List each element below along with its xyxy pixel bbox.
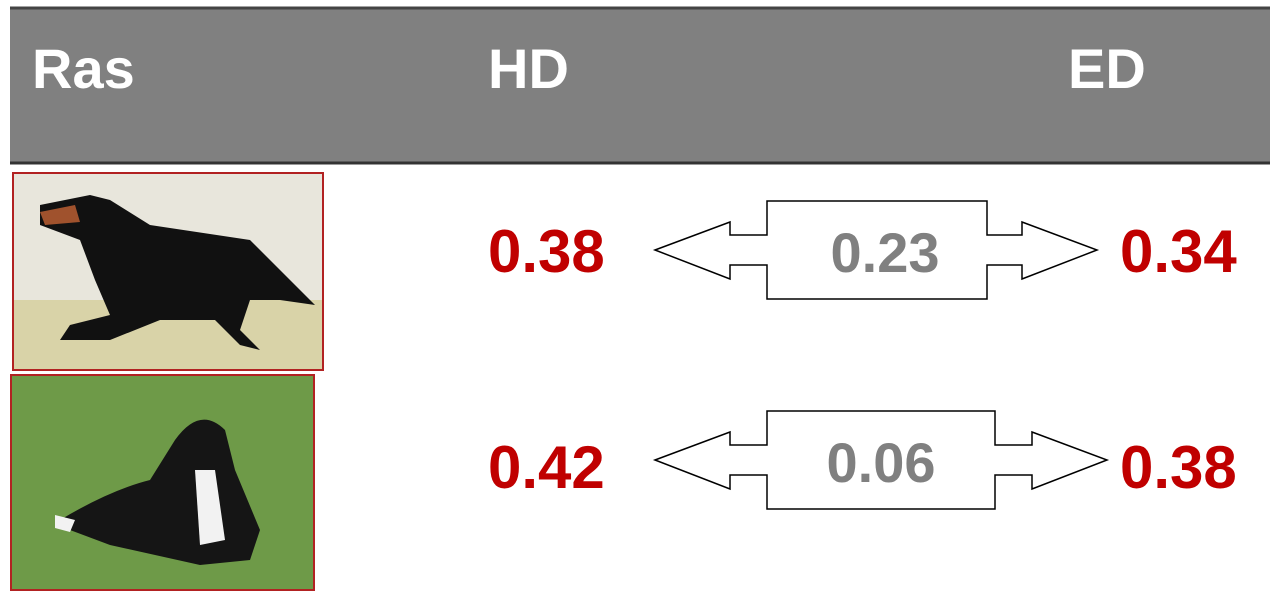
hd-value: 0.38	[488, 218, 605, 285]
ed-value: 0.34	[1120, 218, 1237, 285]
page: {"header": {"columns": ["Ras", "HD", "ED…	[0, 0, 1270, 595]
ed-value: 0.38	[1120, 434, 1237, 501]
slide: Ras HD ED 0.38 0.23 0.34 0.42 0.06 0.38	[0, 0, 1270, 595]
column-header: HD	[488, 37, 569, 100]
dog-photo	[13, 173, 323, 370]
column-header: ED	[1068, 37, 1146, 100]
dog-photo	[11, 375, 314, 590]
column-header: Ras	[32, 37, 135, 100]
difference-value: 0.23	[831, 221, 940, 284]
difference-value: 0.06	[827, 431, 936, 494]
hd-value: 0.42	[488, 434, 605, 501]
